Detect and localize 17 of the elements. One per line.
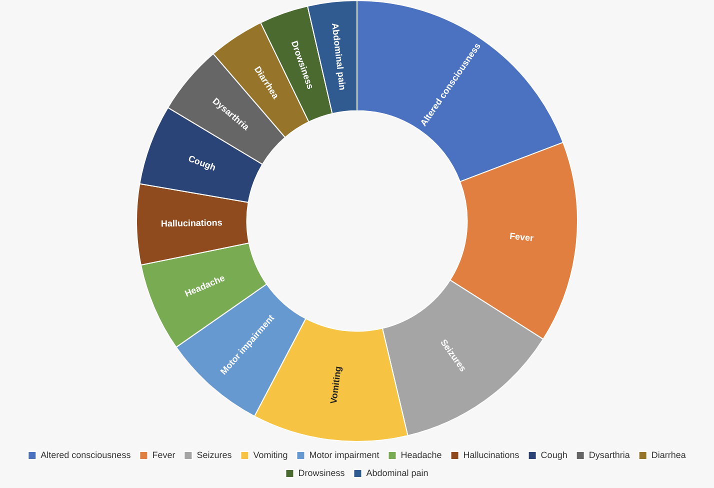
- legend-label: Drowsiness: [298, 468, 346, 478]
- legend-label: Seizures: [196, 450, 232, 460]
- legend-label: Abdominal pain: [366, 468, 428, 478]
- legend-label: Altered consciousness: [40, 450, 132, 460]
- legend-label: Hallucinations: [463, 450, 520, 460]
- slice-label: Fever: [509, 230, 535, 244]
- slice-label: Vomiting: [328, 366, 344, 404]
- legend-label: Cough: [540, 450, 568, 460]
- legend-label: Vomiting: [253, 450, 288, 460]
- slice-label: Abdominal pain: [330, 22, 348, 91]
- legend-label: Motor impairment: [309, 450, 380, 460]
- slice-label: Hallucinations: [160, 218, 222, 229]
- legend-label: Fever: [152, 450, 176, 460]
- legend-label: Diarrhea: [651, 450, 686, 460]
- legend-label: Headache: [400, 450, 442, 460]
- legend-label: Dysarthria: [588, 450, 630, 460]
- slice-label: Cough: [187, 153, 218, 173]
